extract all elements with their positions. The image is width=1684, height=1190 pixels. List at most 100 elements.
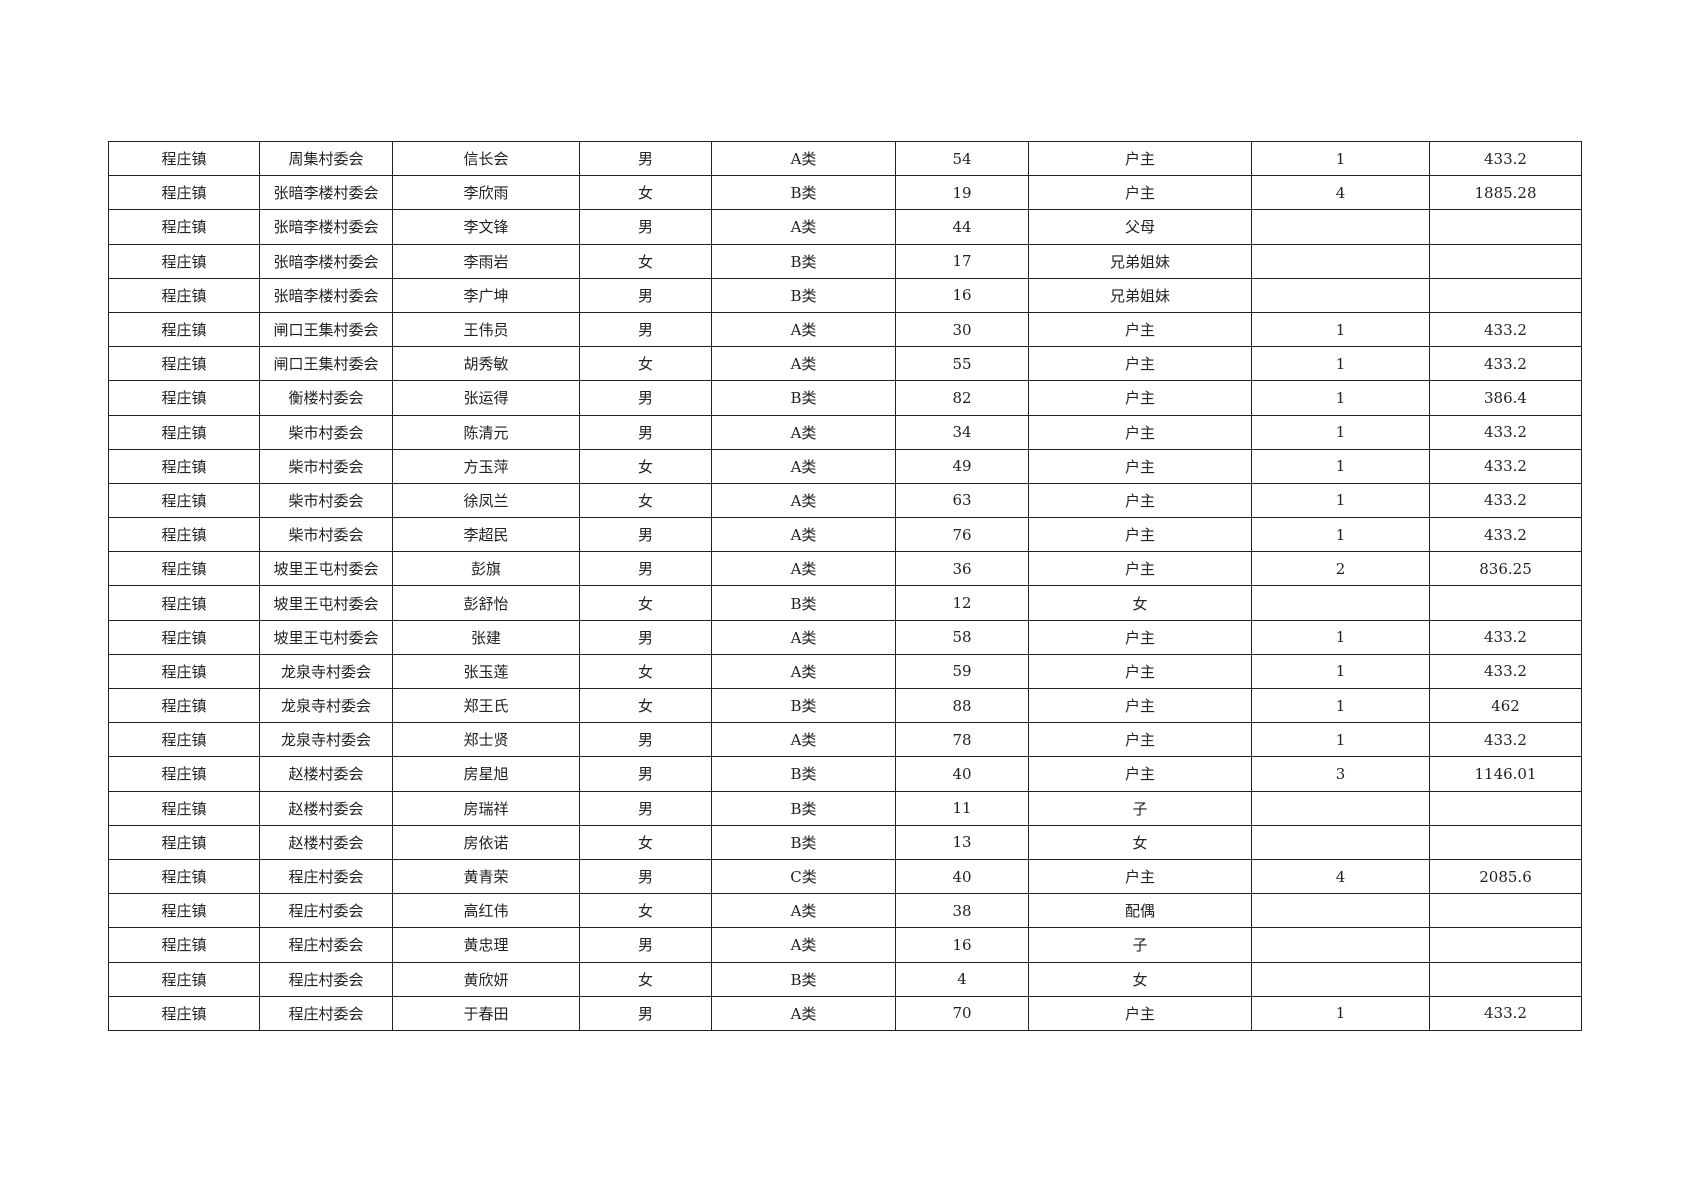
cell-household-size [1251,585,1430,621]
cell-relation: 户主 [1028,551,1252,587]
cell-amount: 433.2 [1429,140,1582,177]
cell-category: B类 [711,585,896,621]
table-row: 程庄镇 柴市村委会 徐凤兰女 A类 63 户主 1 433.2 [108,482,1582,519]
cell-village: 柴市村委会 [259,448,393,484]
cell-relation: 父母 [1028,209,1252,245]
cell-relation: 户主 [1028,448,1252,484]
cell-household-size: 1 [1251,995,1430,1031]
cell-category: B类 [711,380,896,416]
cell-town: 程庄镇 [108,790,260,826]
cell-age: 16 [895,927,1029,963]
cell-household-size: 1 [1251,619,1430,655]
cell-gender: 女 [579,961,712,997]
cell-gender: 男 [579,551,712,587]
cell-name: 彭旗 [392,551,580,587]
cell-gender: 女 [579,585,712,621]
cell-category: B类 [711,756,896,792]
cell-gender: 男 [579,140,712,177]
cell-town: 程庄镇 [108,243,260,279]
cell-age: 38 [895,893,1029,929]
cell-category: B类 [711,790,896,826]
table-row: 程庄镇 赵楼村委会 房星旭男 B类 40 户主 3 1146.01 [108,756,1582,792]
table-row: 程庄镇 赵楼村委会 房依诺女 B类 13 女 [108,824,1582,860]
cell-gender: 男 [579,311,712,348]
cell-name: 徐凤兰 [392,482,580,519]
cell-category: A类 [711,209,896,245]
cell-household-size [1251,790,1430,826]
cell-village: 龙泉寺村委会 [259,653,393,690]
cell-household-size [1251,209,1430,245]
cell-category: A类 [711,995,896,1031]
cell-gender: 男 [579,995,712,1031]
cell-village: 赵楼村委会 [259,824,393,860]
cell-amount: 836.25 [1429,551,1582,587]
cell-category: A类 [711,893,896,929]
cell-gender: 男 [579,380,712,416]
cell-name: 郑士贤 [392,722,580,758]
cell-relation: 配偶 [1028,893,1252,929]
cell-town: 程庄镇 [108,858,260,895]
cell-age: 82 [895,380,1029,416]
cell-amount [1429,824,1582,860]
cell-household-size [1251,893,1430,929]
cell-town: 程庄镇 [108,209,260,245]
cell-name: 彭舒怡 [392,585,580,621]
cell-town: 程庄镇 [108,140,260,177]
cell-household-size: 4 [1251,175,1430,211]
cell-age: 13 [895,824,1029,860]
table-row: 程庄镇 程庄村委会 黄忠理男 A类 16 子 [108,927,1582,963]
cell-name: 王伟员 [392,311,580,348]
table-row: 程庄镇 张暗李楼村委会 李雨岩女 B类 17 兄弟姐妹 [108,243,1582,279]
cell-amount [1429,790,1582,826]
cell-name: 房依诺 [392,824,580,860]
table-row: 程庄镇 赵楼村委会 房瑞祥男 B类 11 子 [108,790,1582,826]
cell-age: 30 [895,311,1029,348]
cell-age: 12 [895,585,1029,621]
cell-gender: 男 [579,722,712,758]
cell-town: 程庄镇 [108,346,260,382]
cell-household-size [1251,243,1430,279]
cell-amount: 433.2 [1429,619,1582,655]
table-row: 程庄镇 程庄村委会 于春田男 A类 70 户主 1 433.2 [108,995,1582,1031]
cell-category: A类 [711,619,896,655]
cell-town: 程庄镇 [108,551,260,587]
cell-town: 程庄镇 [108,175,260,211]
cell-age: 11 [895,790,1029,826]
cell-age: 36 [895,551,1029,587]
cell-relation: 户主 [1028,687,1252,724]
cell-village: 龙泉寺村委会 [259,687,393,724]
cell-gender: 男 [579,619,712,655]
cell-age: 17 [895,243,1029,279]
cell-age: 19 [895,175,1029,211]
cell-name: 张玉莲 [392,653,580,690]
cell-name: 郑王氏 [392,687,580,724]
cell-name: 李文锋 [392,209,580,245]
cell-relation: 兄弟姐妹 [1028,243,1252,279]
cell-name: 张运得 [392,380,580,416]
cell-name: 胡秀敏 [392,346,580,382]
cell-village: 柴市村委会 [259,414,393,450]
table-row: 程庄镇 程庄村委会 高红伟女 A类 38 配偶 [108,893,1582,929]
cell-category: A类 [711,551,896,587]
cell-relation: 户主 [1028,311,1252,348]
cell-age: 59 [895,653,1029,690]
cell-town: 程庄镇 [108,311,260,348]
cell-relation: 兄弟姐妹 [1028,277,1252,313]
cell-household-size: 1 [1251,414,1430,450]
cell-gender: 女 [579,346,712,382]
cell-gender: 男 [579,517,712,553]
cell-amount [1429,927,1582,963]
cell-gender: 男 [579,277,712,313]
table-row: 程庄镇 张暗李楼村委会 李广坤男 B类 16 兄弟姐妹 [108,277,1582,313]
cell-village: 张暗李楼村委会 [259,243,393,279]
cell-amount: 462 [1429,687,1582,724]
cell-category: A类 [711,414,896,450]
cell-name: 于春田 [392,995,580,1031]
cell-town: 程庄镇 [108,517,260,553]
cell-household-size: 1 [1251,722,1430,758]
cell-amount [1429,277,1582,313]
cell-amount: 1885.28 [1429,175,1582,211]
cell-category: B类 [711,687,896,724]
cell-household-size: 1 [1251,482,1430,519]
table-row: 程庄镇 程庄村委会 黄欣妍女 B类 4 女 [108,961,1582,997]
